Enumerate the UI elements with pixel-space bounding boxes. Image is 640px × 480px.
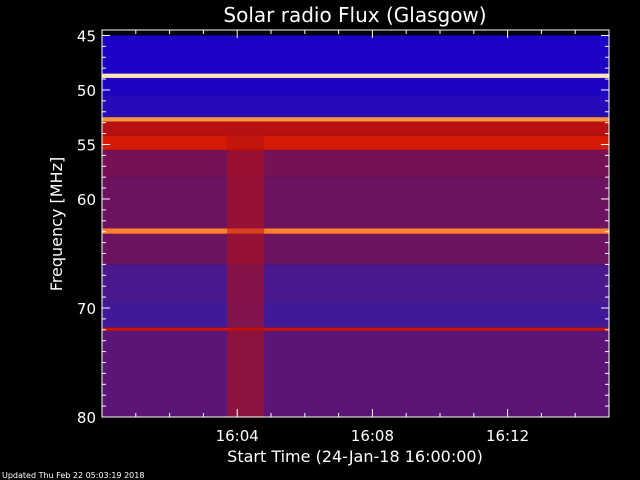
frequency-band-7 — [102, 135, 609, 150]
updated-footer: Updated Thu Feb 22 05:03:19 2018 — [2, 471, 144, 480]
frequency-band-10 — [102, 228, 609, 234]
frequency-band-14 — [102, 327, 609, 331]
frequency-band-0 — [102, 30, 609, 36]
y-tick-label-5: 80 — [77, 409, 96, 427]
frequency-band-13 — [102, 302, 609, 328]
frequency-band-4 — [102, 95, 609, 118]
chart-title: Solar radio Flux (Glasgow) — [223, 3, 486, 27]
burst-region — [227, 121, 265, 417]
x-axis-label: Start Time (24-Jan-18 16:00:00) — [227, 447, 483, 466]
frequency-band-15 — [102, 330, 609, 417]
frequency-band-1 — [102, 35, 609, 74]
x-tick-label-0: 16:04 — [216, 427, 259, 445]
x-tick-label-2: 16:12 — [486, 427, 529, 445]
y-tick-label-2: 55 — [77, 136, 96, 154]
frequency-band-5 — [102, 117, 609, 122]
frequency-band-6 — [102, 121, 609, 136]
y-tick-label-1: 50 — [77, 82, 96, 100]
frequency-band-11 — [102, 233, 609, 265]
frequency-band-2 — [102, 73, 609, 78]
y-tick-label-4: 70 — [77, 300, 96, 318]
y-tick-label-3: 60 — [77, 191, 96, 209]
x-axis: 16:04 16:08 16:12 — [135, 30, 576, 445]
plot-frame — [101, 29, 610, 418]
x-tick-label-1: 16:08 — [351, 427, 394, 445]
frequency-band-9 — [102, 177, 609, 229]
frequency-band-12 — [102, 264, 609, 303]
spectrogram-plot-area — [102, 30, 609, 417]
y-tick-label-0: 45 — [77, 27, 96, 45]
frequency-band-3 — [102, 77, 609, 96]
y-axis-label: Frequency [MHz] — [47, 157, 66, 291]
y-axis: 45 50 55 60 70 80 — [77, 27, 609, 427]
frequency-band-8 — [102, 149, 609, 178]
